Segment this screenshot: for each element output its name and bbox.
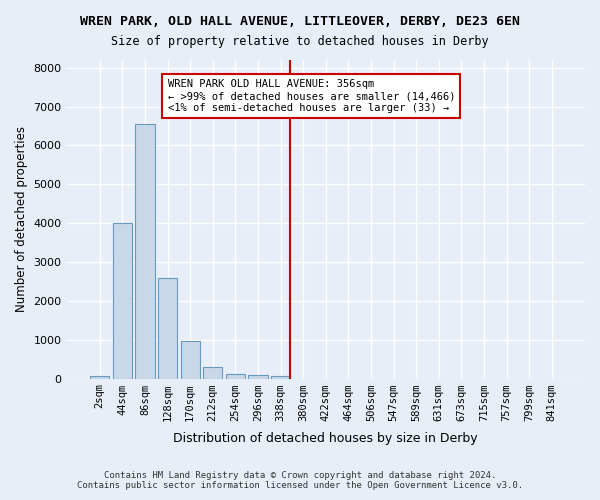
Text: Contains HM Land Registry data © Crown copyright and database right 2024.
Contai: Contains HM Land Registry data © Crown c… [77, 470, 523, 490]
Bar [271, 376, 290, 378]
X-axis label: Distribution of detached houses by size in Derby: Distribution of detached houses by size … [173, 432, 478, 445]
Text: WREN PARK, OLD HALL AVENUE, LITTLEOVER, DERBY, DE23 6EN: WREN PARK, OLD HALL AVENUE, LITTLEOVER, … [80, 15, 520, 28]
Bar [248, 376, 268, 378]
Text: Size of property relative to detached houses in Derby: Size of property relative to detached ho… [111, 35, 489, 48]
Y-axis label: Number of detached properties: Number of detached properties [15, 126, 28, 312]
Bar [181, 341, 200, 378]
Bar [90, 376, 109, 378]
Bar [113, 223, 132, 378]
Bar [136, 124, 155, 378]
Bar [226, 374, 245, 378]
Bar [203, 367, 223, 378]
Bar [158, 278, 177, 378]
Text: WREN PARK OLD HALL AVENUE: 356sqm
← >99% of detached houses are smaller (14,466): WREN PARK OLD HALL AVENUE: 356sqm ← >99%… [167, 80, 455, 112]
